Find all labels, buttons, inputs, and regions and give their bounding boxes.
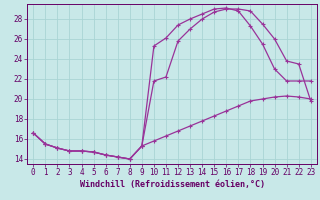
- X-axis label: Windchill (Refroidissement éolien,°C): Windchill (Refroidissement éolien,°C): [79, 180, 265, 189]
